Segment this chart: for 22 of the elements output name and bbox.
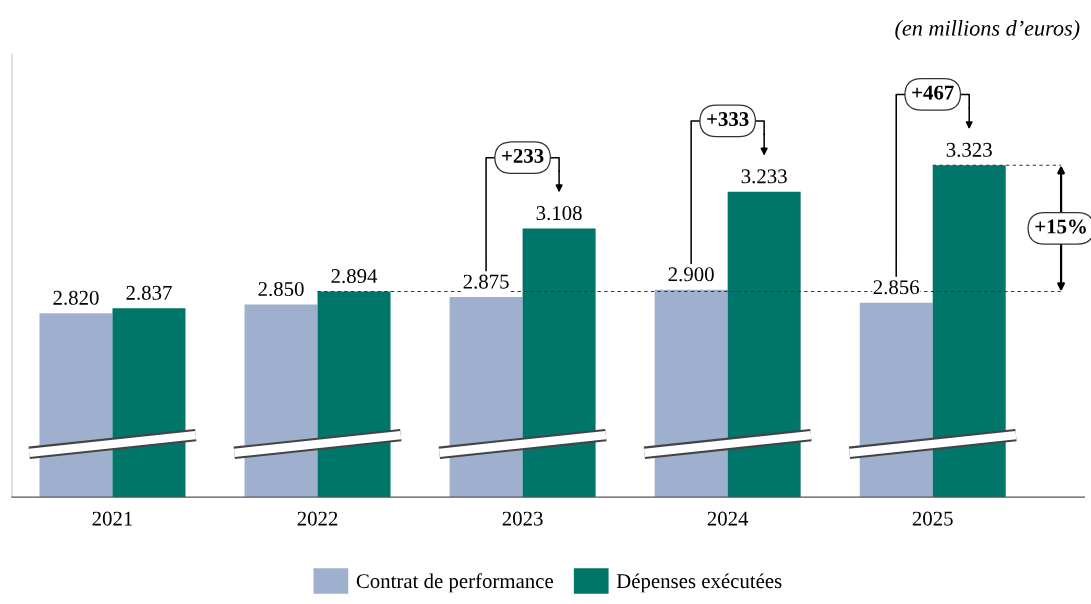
data-label: 2.856 [873, 280, 920, 295]
annotation: +15% [1035, 219, 1086, 234]
data-label: 2.850 [258, 281, 304, 297]
data-label: 2.875 [463, 274, 509, 289]
annotation: +467 [912, 85, 954, 100]
x-tick-label: 2022 [297, 511, 338, 526]
data-label: 2.894 [331, 269, 378, 284]
data-label: 2.837 [126, 285, 172, 300]
x-tick-label: 2025 [912, 511, 953, 526]
legend-label: Dépenses exécutées [616, 573, 782, 593]
data-label: 3.323 [946, 142, 992, 157]
data-label: 2.900 [668, 267, 714, 282]
data-label: 3.108 [536, 206, 582, 221]
data-label: 2.820 [53, 290, 99, 305]
annotation: +333 [707, 112, 749, 127]
x-tick-label: 2021 [92, 511, 133, 526]
annotation: +233 [502, 148, 544, 163]
legend-label: Contrat de performance [356, 573, 553, 593]
x-tick-label: 2024 [707, 511, 749, 526]
x-tick-label: 2023 [502, 511, 543, 526]
data-label: 3.233 [741, 169, 787, 184]
text: (en millions d’euros) [895, 20, 1080, 41]
